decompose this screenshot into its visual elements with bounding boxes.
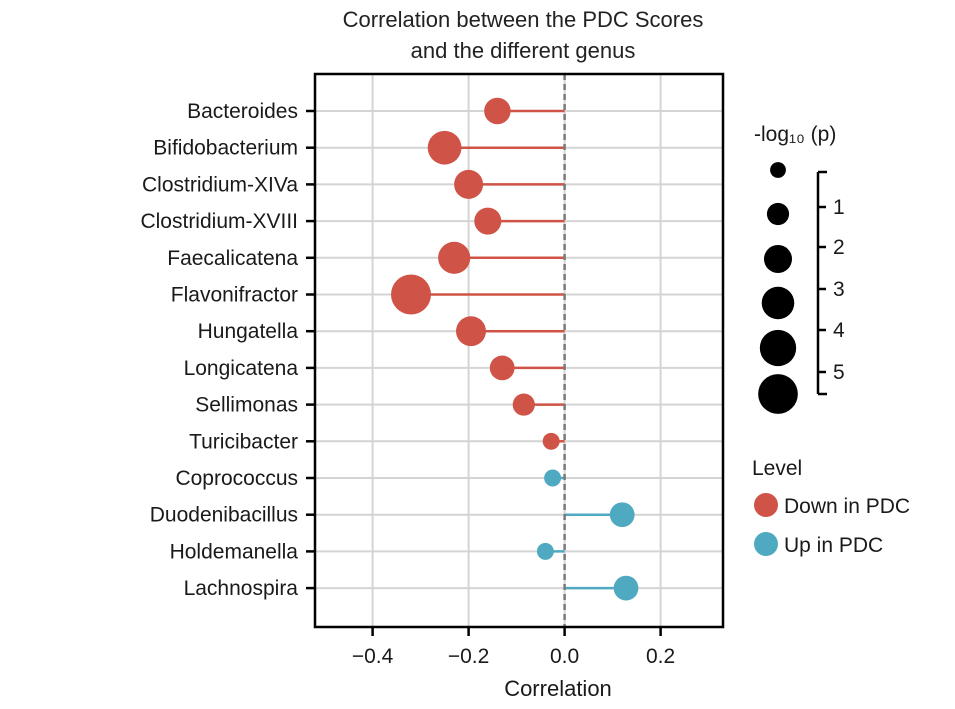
y-tick-label: Hungatella [198,320,299,343]
size-legend-label: 1 [833,196,845,219]
color-legend-label: Down in PDC [784,495,910,518]
y-tick-label: Turicibacter [189,430,298,453]
x-tick-label: −0.2 [448,645,489,668]
size-legend-label: 3 [833,278,845,301]
x-tick-label: 0.2 [646,645,675,668]
size-legend: -log₁₀ (p) 1 2 3 4 5 [754,123,845,414]
lollipop-dot [613,575,639,601]
size-legend-dot [761,286,795,320]
lollipop-dot [536,542,554,560]
y-tick-label: Coprococcus [175,467,298,490]
grid-lines [315,74,723,627]
size-legend-dot [766,202,790,226]
color-legend: Level Down in PDC Up in PDC [752,457,910,557]
y-tick-label: Bacteroides [187,100,298,123]
chart-title-line-2: and the different genus [411,38,636,63]
color-legend-label: Up in PDC [784,534,883,557]
size-legend-dot [770,162,786,178]
size-legend-label: 4 [833,319,845,342]
size-legend-title: -log₁₀ (p) [754,123,836,146]
x-tick-label: −0.4 [352,645,394,668]
lollipop-dot [456,316,486,347]
color-legend-swatch [754,532,778,556]
lollipop-dot [427,130,462,165]
lollipop-dot [454,169,484,199]
size-legend-dot [758,374,798,414]
lollipop-dot [542,432,560,450]
lollipop-dot [544,469,562,487]
y-tick-label: Lachnospira [184,577,299,600]
chart-title: Correlation between the PDC Scores and t… [343,7,704,63]
y-tick-label: Flavonifractor [171,284,298,307]
lollipop-dot [609,502,635,528]
y-tick-label: Longicatena [184,357,299,380]
x-axis-ticks: −0.4 −0.2 0.0 0.2 [352,627,675,668]
lollipop-dot [474,207,502,235]
y-tick-label: Duodenibacillus [150,504,298,527]
lollipop-stems [411,109,627,590]
y-axis-ticks: Bacteroides Bifidobacterium Clostridium-XI… [140,100,315,600]
size-legend-dot [759,329,797,367]
x-tick-label: 0.0 [550,645,579,668]
color-legend-swatch [754,493,778,517]
x-axis-label: Correlation [504,676,612,701]
size-legend-dot [763,244,793,274]
lollipop-dots [391,97,639,601]
y-tick-label: Holdemanella [170,540,299,563]
lollipop-dot [484,97,511,125]
y-tick-label: Faecalicatena [167,247,298,270]
lollipop-dot [489,355,515,381]
lollipop-dot [512,393,535,416]
size-legend-label: 2 [833,236,845,259]
color-legend-title: Level [752,457,802,480]
y-tick-label: Clostridium-XVIII [140,210,298,233]
chart-title-line-1: Correlation between the PDC Scores [343,7,704,32]
y-tick-label: Clostridium-XIVa [142,173,298,196]
size-legend-label: 5 [833,361,845,384]
y-tick-label: Bifidobacterium [153,137,298,160]
lollipop-dot [391,274,431,315]
y-tick-label: Sellimonas [195,394,298,417]
plot-frame [313,72,725,629]
lollipop-dot [438,241,471,274]
